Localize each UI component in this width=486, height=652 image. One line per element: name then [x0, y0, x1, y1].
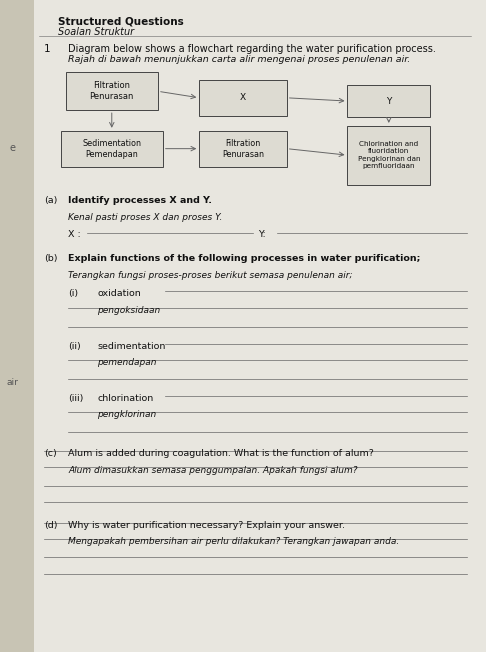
Text: Kenal pasti proses X dan proses Y.: Kenal pasti proses X dan proses Y. — [68, 213, 223, 222]
Text: Filtration
Penurasan: Filtration Penurasan — [222, 139, 264, 158]
Text: Filtration
Penurasan: Filtration Penurasan — [89, 82, 134, 101]
Text: chlorination: chlorination — [97, 394, 154, 403]
Bar — [347, 126, 430, 185]
Text: Y:: Y: — [258, 230, 265, 239]
Text: oxidation: oxidation — [97, 289, 141, 299]
Text: e: e — [9, 143, 15, 153]
Bar — [199, 130, 287, 166]
Text: (a): (a) — [44, 196, 57, 205]
Text: (i): (i) — [68, 289, 78, 299]
Text: Alum is added during coagulation. What is the function of alum?: Alum is added during coagulation. What i… — [68, 449, 374, 458]
Text: (iii): (iii) — [68, 394, 84, 403]
Text: Why is water purification necessary? Explain your answer.: Why is water purification necessary? Exp… — [68, 521, 345, 530]
Text: Terangkan fungsi proses-proses berikut semasa penulenan air;: Terangkan fungsi proses-proses berikut s… — [68, 271, 352, 280]
Text: (d): (d) — [44, 521, 57, 530]
Text: air: air — [6, 378, 18, 387]
Text: (c): (c) — [44, 449, 56, 458]
Text: 1: 1 — [44, 44, 51, 54]
Text: Mengapakah pembersihan air perlu dilakukan? Terangkan jawapan anda.: Mengapakah pembersihan air perlu dilakuk… — [68, 537, 399, 546]
Text: X :: X : — [68, 230, 81, 239]
Text: pengklorinan: pengklorinan — [97, 410, 156, 419]
Bar — [199, 80, 287, 116]
Text: (b): (b) — [44, 254, 57, 263]
Text: Soalan Struktur: Soalan Struktur — [58, 27, 135, 37]
Bar — [0, 0, 34, 652]
Text: Chlorination and
fluoridation
Pengklorinan dan
pemfluoridaan: Chlorination and fluoridation Pengklorin… — [358, 141, 420, 170]
Bar — [61, 130, 163, 166]
Bar — [66, 72, 158, 110]
Text: X: X — [240, 93, 246, 102]
Text: Sedimentation
Pemendapan: Sedimentation Pemendapan — [82, 139, 141, 158]
Text: Explain functions of the following processes in water purification;: Explain functions of the following proce… — [68, 254, 420, 263]
Text: Y: Y — [386, 96, 392, 106]
Text: Diagram below shows a flowchart regarding the water purification process.: Diagram below shows a flowchart regardin… — [68, 44, 436, 54]
Bar — [347, 85, 430, 117]
Text: Identify processes X and Y.: Identify processes X and Y. — [68, 196, 212, 205]
Text: Alum dimasukkan semasa penggumpalan. Apakah fungsi alum?: Alum dimasukkan semasa penggumpalan. Apa… — [68, 466, 358, 475]
Text: pengoksidaan: pengoksidaan — [97, 306, 160, 315]
Text: (ii): (ii) — [68, 342, 81, 351]
Text: Rajah di bawah menunjukkan carta alir mengenai proses penulenan air.: Rajah di bawah menunjukkan carta alir me… — [68, 55, 410, 64]
Text: sedimentation: sedimentation — [97, 342, 166, 351]
Text: Structured Questions: Structured Questions — [58, 16, 184, 26]
Text: pemendapan: pemendapan — [97, 358, 156, 367]
